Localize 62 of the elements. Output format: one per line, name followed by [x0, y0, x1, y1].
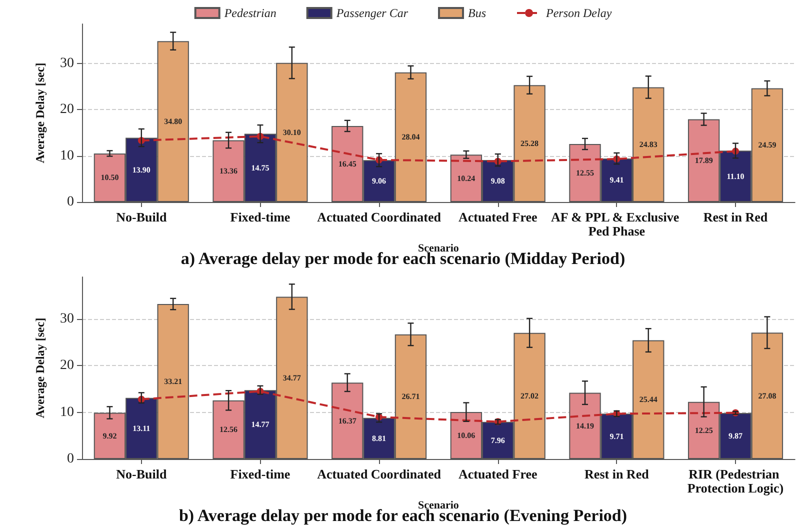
data-label: 25.44	[639, 395, 658, 404]
x-tick-label: Rest in Red	[703, 210, 768, 224]
x-tick-label: Actuated Free	[458, 210, 538, 224]
data-label: 17.89	[694, 156, 713, 166]
data-label: 11.10	[726, 172, 744, 181]
y-tick-label: 30	[60, 56, 74, 71]
y-tick-label: 0	[67, 194, 74, 210]
y-tick-label: 30	[60, 312, 74, 326]
data-label: 33.21	[164, 377, 182, 386]
data-label: 9.87	[728, 431, 743, 440]
data-label: 27.02	[520, 391, 539, 400]
data-label: 14.75	[251, 163, 270, 172]
data-label: 28.04	[402, 132, 420, 142]
data-label: 34.80	[164, 117, 182, 126]
data-label: 10.50	[100, 173, 119, 182]
data-label: 30.10	[282, 128, 301, 137]
y-tick-label: 10	[60, 404, 74, 420]
legend-label: Passenger Car	[335, 6, 408, 20]
data-label: 27.08	[758, 391, 776, 400]
y-tick-label: 10	[60, 148, 74, 164]
data-label: 12.56	[220, 425, 238, 434]
data-label: 9.41	[610, 176, 624, 185]
x-tick-label: AF & PPL & Exclusive Ped Phase	[551, 210, 682, 238]
x-tick-label: No-Build	[116, 466, 168, 482]
data-label: 10.24	[457, 174, 476, 183]
data-label: 14.19	[576, 421, 594, 430]
data-label: 12.25	[694, 426, 713, 435]
y-axis-title: Average Delay [sec]	[33, 62, 47, 164]
data-label: 9.08	[490, 176, 505, 186]
data-label: 13.11	[132, 424, 150, 433]
legend-label: Bus	[468, 6, 486, 20]
x-tick-label: Fixed-time	[230, 210, 290, 224]
data-label: 10.06	[457, 431, 476, 440]
data-label: 9.71	[610, 432, 624, 441]
x-tick-label: No-Build	[116, 210, 168, 224]
y-tick-label: 20	[60, 358, 74, 374]
data-label: 24.59	[758, 140, 776, 150]
x-tick-label: Actuated Free	[458, 466, 538, 482]
data-label: 14.77	[251, 420, 270, 430]
data-label: 25.28	[520, 139, 539, 148]
data-label: 7.96	[490, 436, 505, 445]
data-label: 34.77	[282, 373, 301, 382]
y-tick-label: 20	[60, 102, 74, 118]
data-label: 9.92	[102, 431, 117, 440]
legend-label: Pedestrian	[223, 6, 276, 20]
x-tick-label: Fixed-time	[230, 466, 290, 482]
x-tick-label: Actuated Coordinated	[317, 466, 442, 482]
data-label: 13.90	[132, 165, 150, 174]
data-label: 13.36	[220, 166, 238, 176]
y-tick-label: 0	[67, 452, 74, 466]
x-tick-label: Actuated Coordinated	[317, 210, 442, 224]
legend-label: Person Delay	[545, 6, 612, 20]
data-label: 12.55	[576, 168, 594, 178]
data-label: 16.45	[338, 159, 356, 168]
x-tick-label: RIR (Pedestrian Protection Logic)	[687, 466, 784, 496]
data-label: 8.81	[372, 434, 386, 443]
data-label: 26.71	[402, 392, 420, 402]
data-label: 9.06	[372, 176, 386, 186]
x-tick-label: Rest in Red	[584, 466, 650, 482]
data-label: 16.37	[338, 416, 356, 426]
y-axis-title: Average Delay [sec]	[33, 318, 47, 418]
data-label: 24.83	[639, 140, 658, 150]
